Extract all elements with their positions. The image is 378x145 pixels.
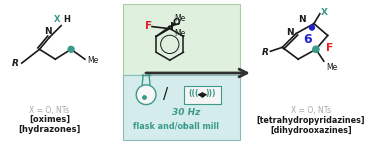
Text: R: R [12,59,19,68]
Text: F: F [144,21,152,31]
Text: I: I [170,22,174,32]
Text: [tetrahydropyridazines]: [tetrahydropyridazines] [257,116,365,125]
Circle shape [68,46,74,52]
Text: Me: Me [174,14,185,23]
Circle shape [136,85,156,105]
Text: ))): ))) [206,89,216,98]
Text: flask and/or: flask and/or [133,122,190,131]
Text: Me: Me [87,56,98,65]
FancyBboxPatch shape [123,4,240,75]
Text: 30 Hz: 30 Hz [172,108,201,117]
Text: R: R [262,48,268,57]
Text: O: O [173,18,181,27]
Text: [oximes]: [oximes] [29,115,70,124]
Text: [hydrazones]: [hydrazones] [18,125,81,134]
Text: N: N [45,27,52,37]
FancyBboxPatch shape [123,75,240,140]
Circle shape [313,46,319,52]
Text: Me: Me [326,63,337,72]
Text: (((: ((( [189,89,199,98]
Text: [dihydrooxazines]: [dihydrooxazines] [270,126,352,135]
Text: 6: 6 [304,33,312,46]
Circle shape [310,25,314,30]
Text: F: F [326,43,333,53]
Text: N: N [298,15,306,24]
Text: /: / [163,87,169,102]
Text: N: N [287,28,294,37]
Text: X = O, NTs: X = O, NTs [291,106,331,115]
Text: Me: Me [174,29,185,38]
Text: X: X [321,8,328,17]
Text: ball mill: ball mill [183,122,219,131]
Text: X: X [54,15,60,24]
Text: H: H [63,15,70,24]
Text: X = O, NTs: X = O, NTs [29,106,70,115]
FancyBboxPatch shape [184,86,221,104]
